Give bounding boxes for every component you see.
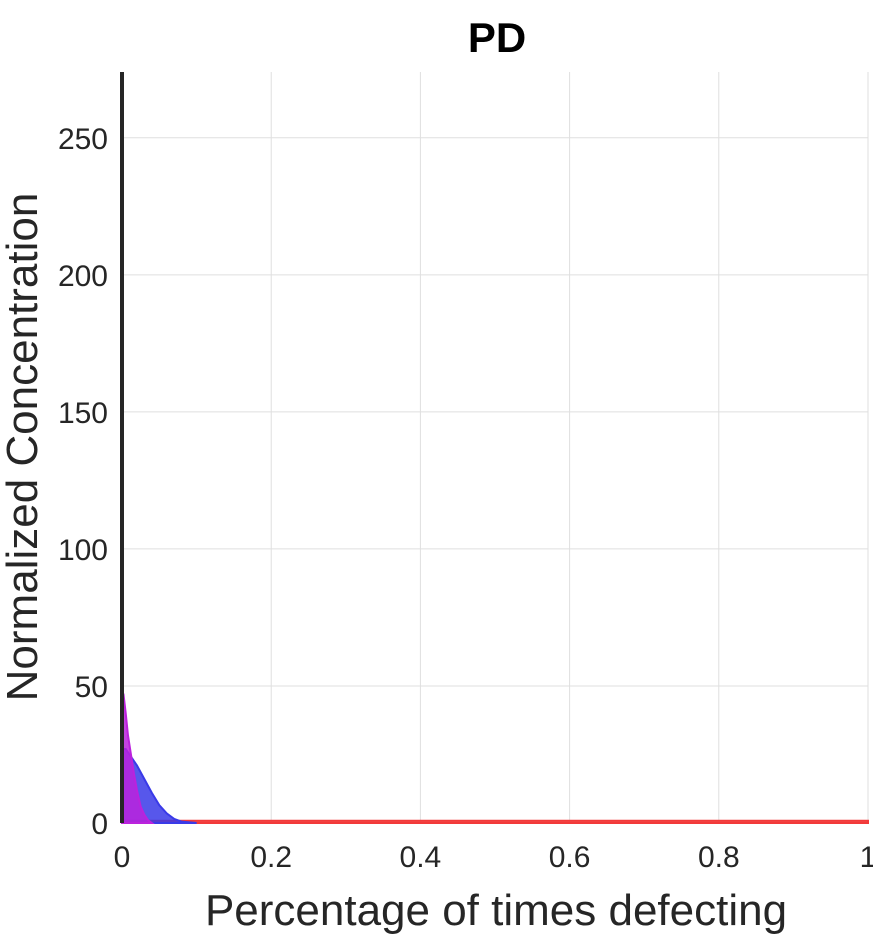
x-tick-label: 0.4 — [400, 841, 442, 874]
y-tick-label: 150 — [58, 397, 108, 430]
y-tick-labels: 0 50 100 150 200 250 — [58, 123, 108, 841]
x-tick-label: 0.6 — [549, 841, 591, 874]
x-tick-labels: 0 0.2 0.4 0.6 0.8 1 — [114, 841, 873, 874]
chart-title: PD — [468, 14, 526, 61]
series-layer — [121, 690, 869, 824]
y-tick-label: 50 — [75, 671, 108, 704]
x-gridlines — [270, 72, 869, 823]
y-tick-label: 250 — [58, 123, 108, 156]
y-tick-label: 200 — [58, 260, 108, 293]
x-tick-label: 0.8 — [698, 841, 740, 874]
y-tick-label: 0 — [91, 808, 108, 841]
x-tick-label: 1 — [860, 841, 873, 874]
series-area-1 — [121, 819, 869, 824]
x-tick-label: 0 — [114, 841, 131, 874]
y-axis-label: Normalized Concentration — [0, 193, 47, 702]
y-gridlines — [122, 137, 868, 824]
x-tick-label: 0.2 — [250, 841, 292, 874]
y-tick-label: 100 — [58, 534, 108, 567]
x-axis-label: Percentage of times defecting — [205, 886, 787, 935]
